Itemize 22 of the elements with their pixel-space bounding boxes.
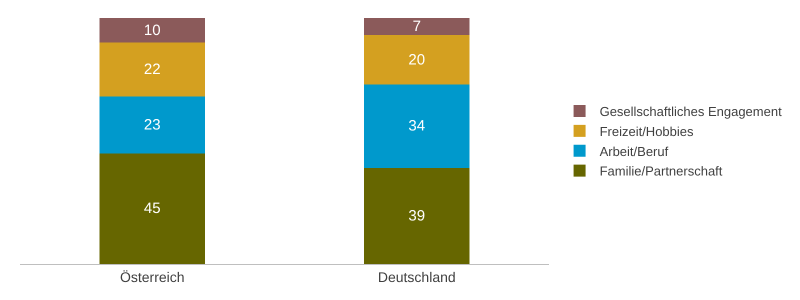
data-label: 39	[408, 208, 426, 225]
bar	[364, 84, 470, 168]
data-label: 45	[144, 200, 161, 218]
bar	[99, 96, 206, 154]
data-label: 10	[144, 22, 161, 39]
x-tick-label: Deutschland	[378, 268, 456, 285]
bar	[99, 153, 206, 264]
bar	[364, 35, 470, 84]
bar	[99, 42, 206, 97]
legend-label: Arbeit/Beruf	[600, 144, 669, 159]
data-label: 23	[144, 116, 161, 134]
legend-label: Freizeit/Hobbies	[600, 124, 694, 139]
bar	[364, 168, 470, 264]
bar	[364, 18, 470, 36]
legend-label: Familie/Partnerschaft	[600, 164, 723, 179]
data-label: 34	[408, 118, 426, 135]
data-label: 7	[412, 18, 421, 36]
x-tick-label: Österreich	[120, 268, 185, 285]
data-label: 22	[144, 61, 161, 78]
bar	[99, 18, 206, 43]
data-label: 20	[408, 51, 426, 68]
legend-label: Gesellschaftliches Engagement	[600, 104, 782, 120]
